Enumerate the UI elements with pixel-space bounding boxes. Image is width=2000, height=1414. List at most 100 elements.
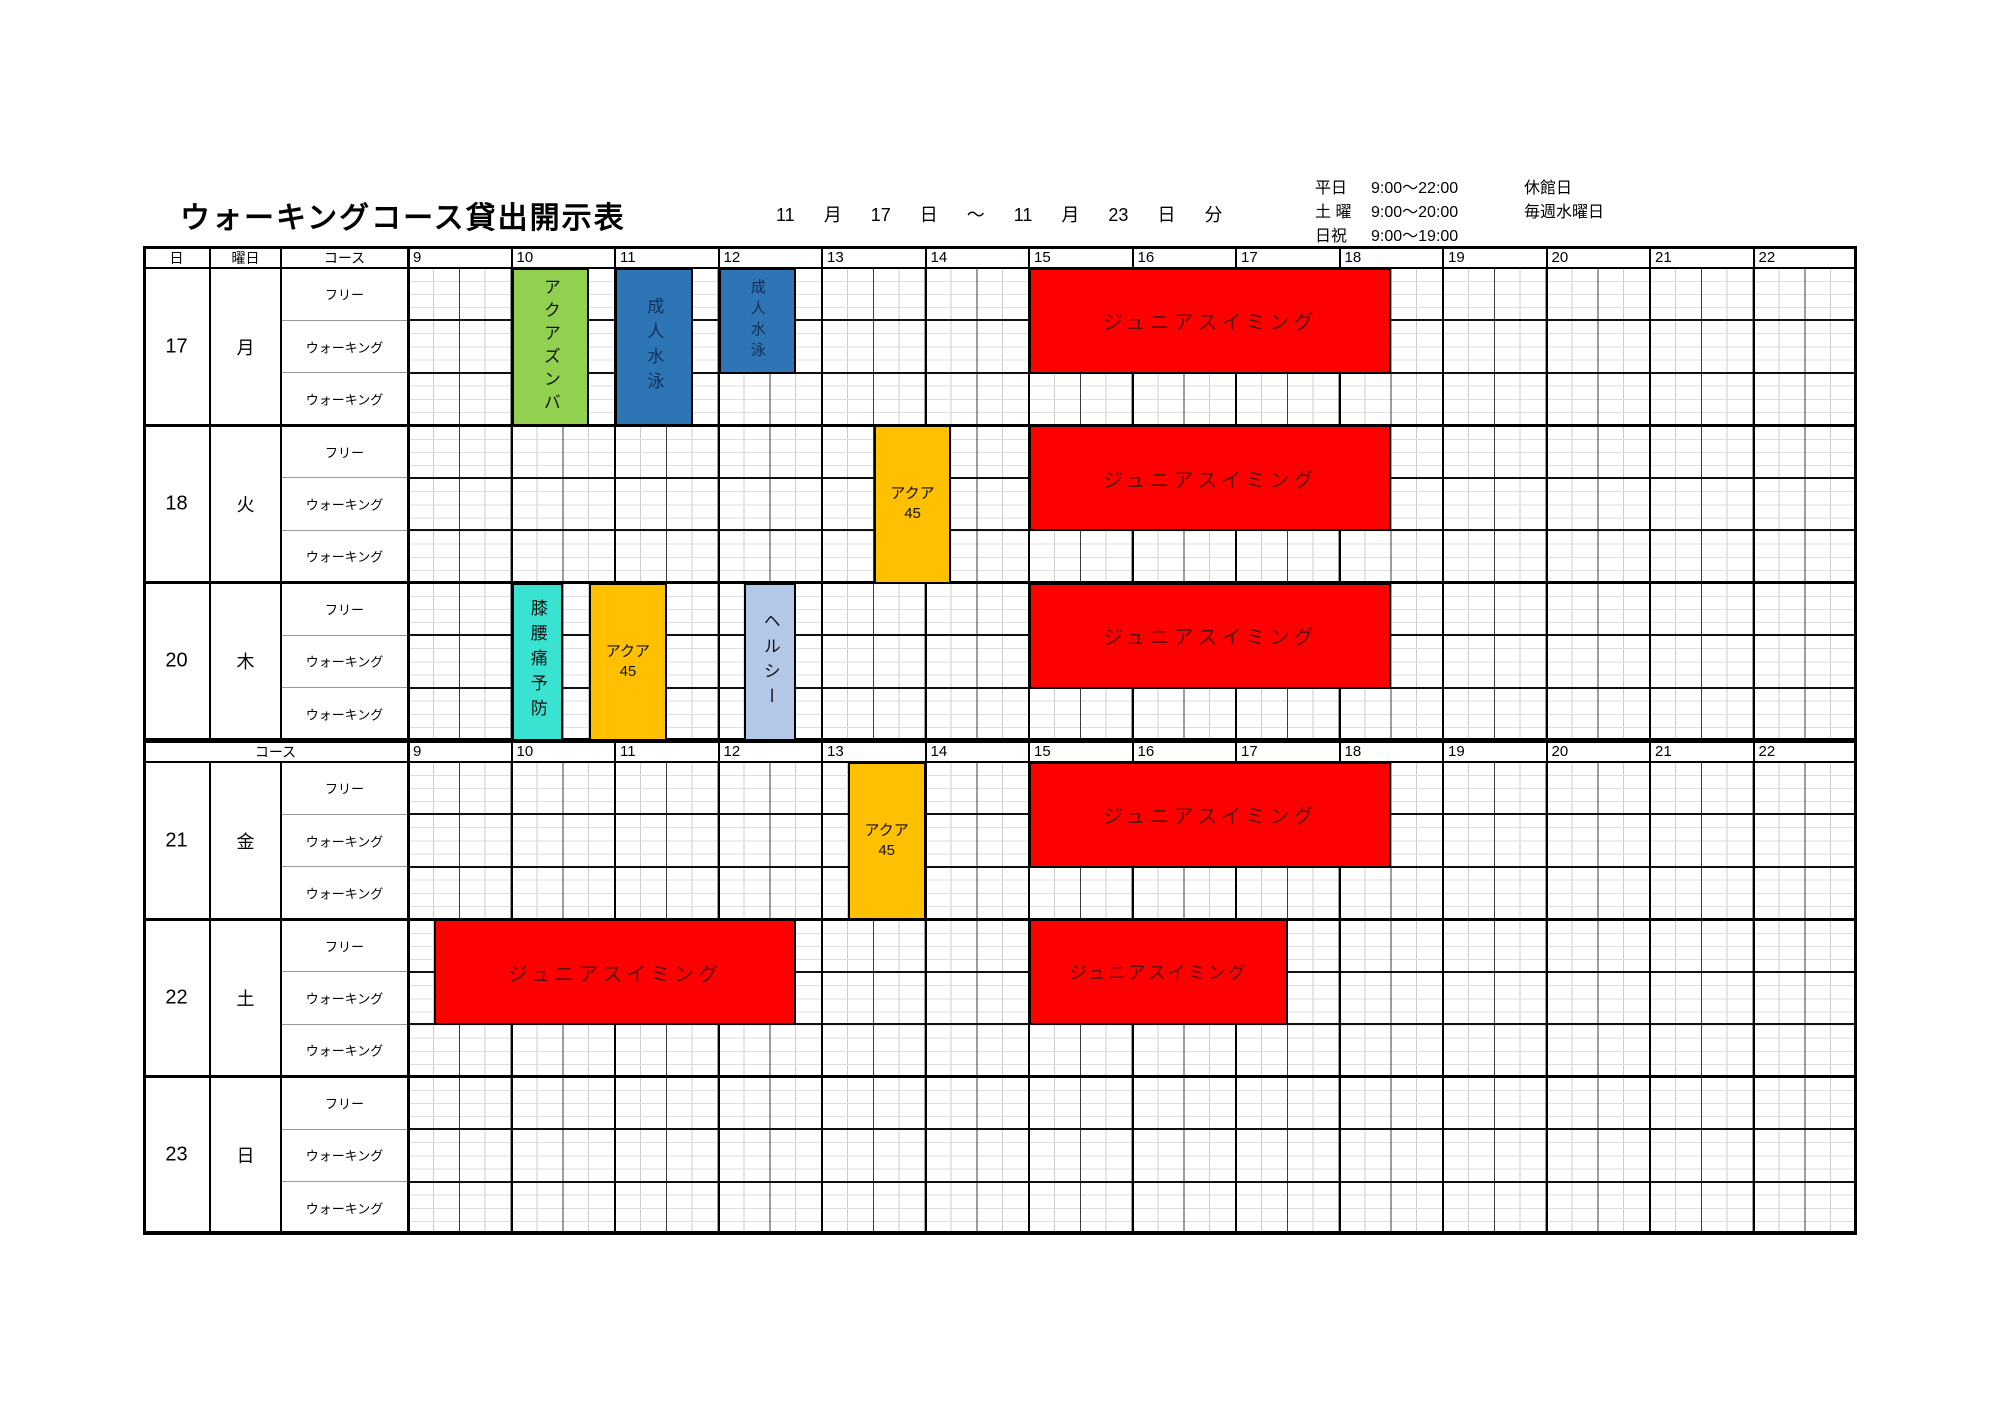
corner-header-repeat: コース: [254, 743, 297, 760]
event-block: ジュニアスイミング: [1029, 268, 1392, 374]
event-block: 膝腰痛予防: [511, 582, 564, 741]
hour-line: [717, 246, 720, 1234]
hour-label: 11: [620, 742, 636, 760]
hour-line: [1028, 246, 1030, 1234]
hour-line: [924, 246, 927, 1234]
dow-cell: 月: [236, 337, 255, 358]
course-row-line: [281, 634, 408, 636]
hour-line: [1131, 246, 1134, 1234]
course-row-line: [281, 1128, 408, 1130]
page-title: ウォーキングコース貸出開示表: [180, 202, 626, 235]
hour-label: 13: [827, 249, 844, 266]
day-boundary-line: [143, 917, 1857, 921]
course-row-line: [281, 529, 408, 531]
column-separator: [209, 761, 211, 1234]
course-row-line: [281, 372, 408, 374]
course-cell: ウォーキング: [305, 1043, 384, 1059]
course-cell: ウォーキング: [305, 654, 384, 670]
corner-header-0: 日: [169, 250, 184, 266]
date-part: 23: [1108, 205, 1129, 225]
hour-line: [1338, 246, 1341, 1234]
column-separator: [280, 246, 282, 740]
course-cell: ウォーキング: [305, 886, 384, 902]
event-block: アクア 45: [847, 761, 926, 921]
course-cell: ウォーキング: [305, 1148, 384, 1164]
hour-label: 14: [930, 249, 948, 266]
event-block: アクア 45: [873, 425, 952, 584]
hour-label: 17: [1241, 249, 1258, 266]
hour-line: [1235, 246, 1237, 1234]
hour-label: 9: [413, 249, 422, 266]
course-cell: ウォーキング: [305, 392, 384, 408]
date-part: 月: [1061, 205, 1080, 225]
hours-day-label: 日祝: [1315, 228, 1348, 245]
hour-label: 12: [723, 249, 741, 266]
hour-label: 20: [1551, 249, 1569, 266]
column-separator: [209, 246, 211, 740]
course-cell: フリー: [324, 445, 365, 461]
event-label-line: 45: [904, 505, 921, 523]
hour-label: 22: [1758, 742, 1776, 760]
course-cell: ウォーキング: [305, 834, 384, 850]
day-boundary-line: [143, 581, 1857, 585]
hour-label: 16: [1137, 742, 1155, 760]
hour-label: 10: [516, 249, 534, 266]
hour-label: 15: [1034, 249, 1051, 266]
day-boundary-line: [143, 1232, 1857, 1236]
date-cell: 23: [165, 1143, 188, 1166]
event-block: ジュニアスイミング: [1029, 761, 1392, 868]
date-part: 17: [870, 205, 891, 225]
course-row-line: [281, 813, 408, 815]
course-cell: ウォーキング: [305, 549, 384, 565]
closed-day-note: 休館日 毎週水曜日: [1524, 177, 1604, 225]
event-block: アクアズンバ: [511, 268, 590, 427]
dow-cell: 日: [236, 1146, 255, 1167]
hour-label: 19: [1448, 742, 1465, 760]
event-label-line: アクア: [864, 821, 909, 839]
hours-time: 9:00～22:00: [1371, 180, 1459, 197]
date-part: 11: [1013, 205, 1033, 225]
course-row-line: [281, 1023, 408, 1025]
opening-hours: 平日 9:00～22:00 土 曜 9:00～20:00 日祝 9:00～19:00: [1315, 177, 1458, 249]
event-block: ジュニアスイミング: [1029, 582, 1392, 689]
course-row-line: [281, 319, 408, 321]
course-row-line: [281, 866, 408, 868]
course-time-separator: [406, 246, 410, 1234]
course-cell: ウォーキング: [305, 707, 384, 723]
event-label-line: 45: [878, 842, 896, 860]
hours-row: 平日 9:00～22:00: [1315, 177, 1458, 201]
hour-line: [1442, 246, 1444, 1234]
date-part: 月: [823, 205, 842, 225]
header-top-line: [143, 246, 1857, 249]
hour-label: 17: [1241, 742, 1258, 760]
hour-label: 16: [1137, 249, 1155, 266]
header-bottom-line: [143, 267, 1857, 269]
corner-header-2: コース: [323, 250, 366, 266]
hour-label: 18: [1344, 249, 1362, 266]
date-range: 11 月 17 日 ～ 11 月 23 日 分: [776, 201, 1251, 227]
course-row-line: [281, 1181, 408, 1183]
closed-value: 毎週水曜日: [1524, 204, 1605, 221]
column-separator: [280, 761, 282, 1234]
course-cell: フリー: [324, 602, 365, 618]
date-part: 11: [776, 205, 795, 225]
hours-time: 9:00～19:00: [1371, 228, 1459, 245]
course-cell: ウォーキング: [305, 497, 384, 513]
closed-label: 休館日: [1524, 180, 1573, 197]
course-cell: フリー: [324, 781, 365, 797]
course-cell: ウォーキング: [305, 340, 384, 356]
course-row-line: [281, 971, 408, 973]
date-cell: 22: [165, 986, 188, 1009]
course-cell: ウォーキング: [305, 1201, 384, 1217]
date-part: ～: [966, 205, 985, 225]
date-cell: 18: [165, 492, 188, 515]
course-row-line: [281, 687, 408, 689]
hour-line: [821, 246, 823, 1234]
date-cell: 17: [165, 335, 188, 358]
hour-label: 21: [1655, 742, 1672, 760]
date-part: 分: [1204, 205, 1223, 225]
event-block: ヘルシー: [744, 582, 797, 741]
hour-line: [1649, 246, 1651, 1234]
date-part: 日: [1157, 205, 1176, 225]
